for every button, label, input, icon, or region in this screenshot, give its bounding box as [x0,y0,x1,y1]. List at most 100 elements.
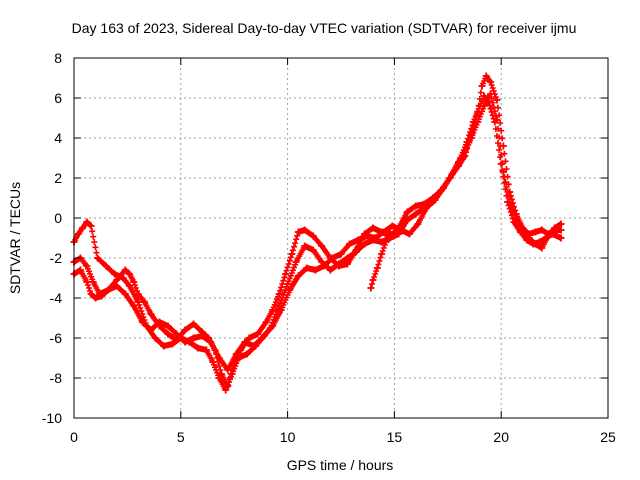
data-point [343,260,351,268]
data-point [544,230,552,238]
data-point [126,282,133,290]
data-point [83,218,91,226]
data-point [294,272,302,280]
data-point [96,290,104,298]
data-point [352,248,360,256]
data-point [437,186,445,194]
x-tick-label: 15 [387,429,403,445]
data-point [91,294,99,302]
data-point [531,228,539,236]
data-point [181,326,189,334]
data-point [487,78,494,86]
y-axis-label: SDTVAR / TECUs [7,182,23,294]
series-track-c [70,90,565,374]
data-point [361,240,368,248]
data-point [147,326,155,334]
data-point [164,322,172,330]
data-point [83,278,91,286]
data-point [335,260,343,268]
data-point [134,298,142,306]
data-point [232,350,240,358]
data-point [301,242,309,250]
data-point [249,342,257,350]
plot-frame [73,57,609,419]
data-point [493,116,501,124]
data-point [403,216,411,224]
data-point [113,282,121,290]
data-point [369,276,377,284]
data-point [455,158,462,166]
data-point [329,254,336,262]
data-point [190,320,198,328]
data-point [130,302,138,310]
x-tick-label: 5 [177,429,185,445]
data-point [243,350,251,358]
x-tick-label: 20 [493,429,509,445]
data-point [254,330,262,338]
y-tick-label: -4 [50,290,63,306]
data-point [512,214,520,222]
data-point [121,290,129,298]
data-point [76,266,84,274]
data-point [87,290,95,298]
data-point [499,168,507,176]
data-point [94,254,101,262]
marker-trail [71,73,564,389]
data-point [104,286,112,294]
data-point [168,340,176,348]
data-point [102,262,110,270]
data-point [467,134,475,142]
x-tick-label: 0 [70,429,78,445]
data-point [194,344,202,352]
data-point [388,222,396,230]
data-point [519,224,527,232]
data-point [147,310,155,318]
y-tick-label: 2 [54,170,62,186]
data-point [354,236,362,244]
data-point [538,226,546,234]
data-point [369,236,377,244]
data-point [557,234,565,242]
chart-title: Day 163 of 2023, Sidereal Day-to-day VTE… [72,20,577,36]
data-point [294,228,302,236]
data-point [373,264,381,272]
data-point [111,270,119,278]
data-point [282,270,289,278]
data-point [277,306,285,314]
data-point [420,204,428,212]
data-point [209,358,217,366]
data-point [395,230,403,238]
data-point [346,240,353,248]
y-tick-label: -10 [42,410,62,426]
data-point [318,258,326,266]
grid [74,58,608,418]
data-point [551,226,559,234]
y-tick-label: 6 [54,90,62,106]
data-point [412,210,420,218]
axis-ticks: 0 5 10 15 20 25 -10 -8 -6 -4 -2 0 2 4 6 8 [42,50,616,445]
data-point [89,278,97,286]
data-point [222,386,230,394]
data-marks [70,72,565,394]
data-point [245,334,253,342]
x-axis-label: GPS time / hours [287,457,394,473]
data-point [258,334,266,342]
data-point [202,346,210,354]
data-point [215,374,223,382]
data-point [493,96,501,104]
data-point [130,278,138,286]
data-point [228,370,236,378]
data-point [215,354,223,362]
data-point [506,198,514,206]
data-point [83,262,91,270]
data-point [275,290,283,298]
data-point [275,302,283,310]
data-point [414,220,422,228]
data-point [269,306,277,314]
data-point [405,230,413,238]
data-point [303,264,311,272]
data-point [160,342,168,350]
x-tick-label: 25 [600,429,616,445]
data-point [301,226,309,234]
